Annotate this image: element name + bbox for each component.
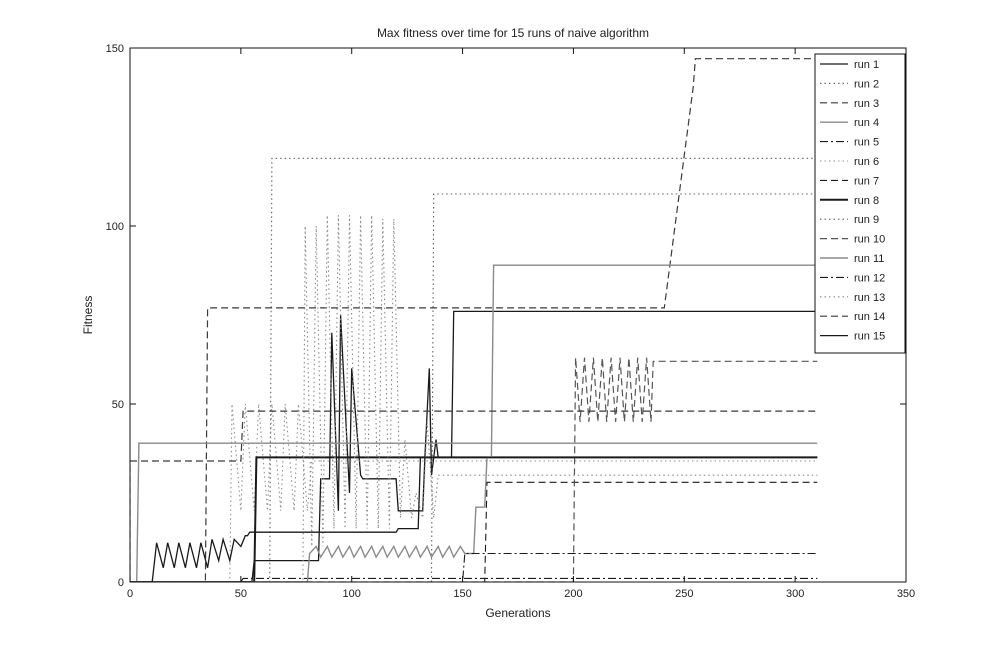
legend-label-run-13: run 13 <box>854 292 885 304</box>
x-tick-label-2: 100 <box>343 588 361 600</box>
x-tick-label-5: 250 <box>675 588 693 600</box>
series-line-run-10 <box>130 357 818 582</box>
x-tick-label-1: 50 <box>235 588 247 600</box>
series-line-run-5 <box>130 577 818 582</box>
legend-label-run-1: run 1 <box>854 59 879 71</box>
x-tick-label-6: 300 <box>786 588 804 600</box>
y-tick-label-1: 50 <box>112 399 124 411</box>
series-line-run-2 <box>130 157 818 582</box>
legend-label-run-2: run 2 <box>854 78 879 90</box>
plot-frame <box>129 47 907 583</box>
plot-area: 0 50 100 150 200 250 300 350 0 50 100 150 <box>106 43 916 600</box>
x-tick-label-7: 350 <box>897 588 915 600</box>
legend-label-run-7: run 7 <box>854 175 879 187</box>
x-axis-label: Generations <box>485 606 550 620</box>
series-line-run-4 <box>130 442 818 582</box>
series-line-run-9 <box>130 193 818 582</box>
legend-label-run-8: run 8 <box>854 195 879 207</box>
legend-label-run-6: run 6 <box>854 156 879 168</box>
legend-label-run-11: run 11 <box>854 253 884 265</box>
legend-label-run-3: run 3 <box>854 98 879 110</box>
legend-label-run-15: run 15 <box>854 331 885 343</box>
legend-label-run-14: run 14 <box>854 311 885 323</box>
legend-label-run-9: run 9 <box>854 214 879 226</box>
legend: run 1 run 2 run 3 run 4 run 5 run 6 run 7 run 8… <box>814 53 906 354</box>
series-line-run-3 <box>130 58 818 582</box>
chart-title: Max fitness over time for 15 runs of nai… <box>377 26 649 40</box>
legend-label-run-4: run 4 <box>854 117 879 129</box>
series-line-run-13 <box>130 215 818 582</box>
series-line-run-15 <box>130 456 818 582</box>
legend-label-run-5: run 5 <box>854 137 879 149</box>
legend-label-run-10: run 10 <box>854 234 885 246</box>
y-tick-label-3: 150 <box>106 43 124 55</box>
x-tick-label-3: 150 <box>453 588 471 600</box>
y-axis-label: Fitness <box>81 296 95 335</box>
x-tick-label-4: 200 <box>564 588 582 600</box>
axis-ticks: 0 50 100 150 200 250 300 350 0 50 100 150 <box>106 43 916 600</box>
y-tick-label-2: 100 <box>106 221 124 233</box>
series-line-run-7 <box>130 481 818 582</box>
series-line-run-14 <box>130 410 818 582</box>
legend-label-run-12: run 12 <box>854 272 885 284</box>
legend-box <box>814 53 906 354</box>
x-tick-label-0: 0 <box>127 588 133 600</box>
series-layer <box>130 58 818 582</box>
y-tick-label-0: 0 <box>118 577 124 589</box>
